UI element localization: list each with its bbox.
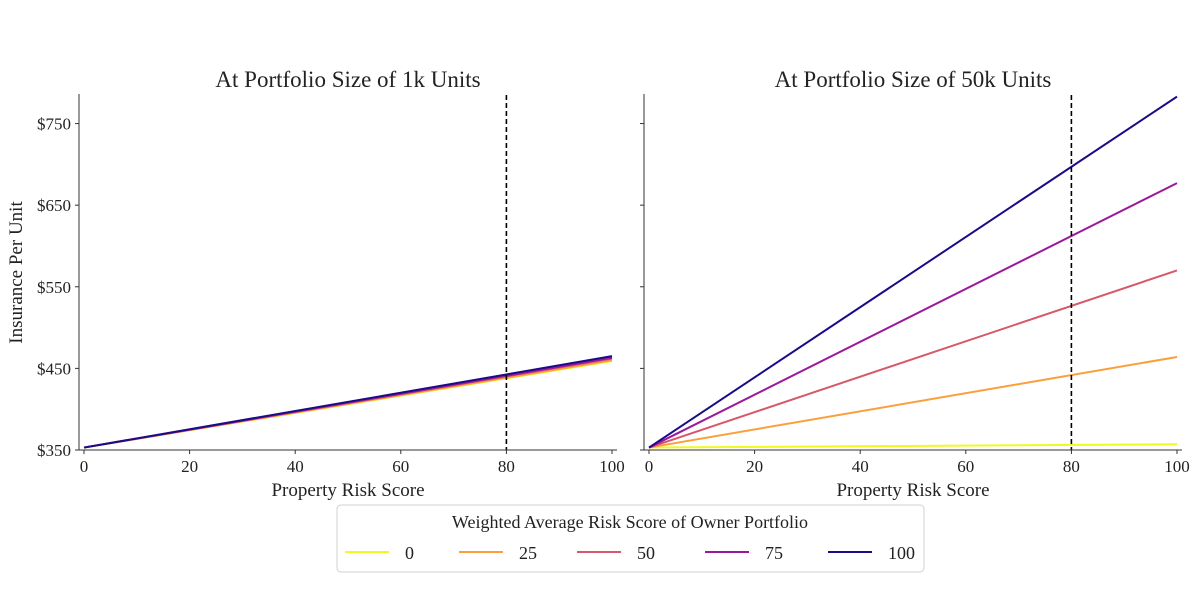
chart-panel-2: At Portfolio Size of 50k Units 0 20 40 60 80 1… xyxy=(640,67,1190,501)
legend-label-50: 50 xyxy=(637,543,655,563)
series-line-100 xyxy=(83,355,613,449)
x-tick-label: 40 xyxy=(287,457,304,476)
legend-label-75: 75 xyxy=(765,543,783,563)
series-line-50 xyxy=(648,269,1178,449)
legend-title: Weighted Average Risk Score of Owner Por… xyxy=(452,512,808,532)
y-axis-label: Insurance Per Unit xyxy=(6,201,27,344)
x-tick-label: 20 xyxy=(181,457,198,476)
x-tick-label: 100 xyxy=(1164,457,1190,476)
x-tick-label: 60 xyxy=(392,457,409,476)
chart-title: At Portfolio Size of 50k Units xyxy=(775,67,1052,92)
chart-panel-1: At Portfolio Size of 1k Units 0 20 40 60 80 10… xyxy=(6,67,625,501)
legend-label-100: 100 xyxy=(888,543,915,563)
series-line-25 xyxy=(648,355,1178,449)
legend-label-0: 0 xyxy=(405,543,414,563)
y-tick-label: $350 xyxy=(37,441,71,460)
x-tick-label: 20 xyxy=(746,457,763,476)
x-tick-label: 0 xyxy=(645,457,654,476)
legend: Weighted Average Risk Score of Owner Por… xyxy=(336,504,925,573)
x-axis-label: Property Risk Score xyxy=(836,480,989,501)
series-line-0 xyxy=(648,443,1178,449)
x-tick-label: 0 xyxy=(80,457,89,476)
x-axis-label: Property Risk Score xyxy=(271,480,424,501)
x-tick-label: 80 xyxy=(1063,457,1080,476)
chart-title: At Portfolio Size of 1k Units xyxy=(215,67,480,92)
x-tick-label: 40 xyxy=(852,457,869,476)
y-tick-label: $550 xyxy=(37,278,71,297)
y-tick-label: $450 xyxy=(37,359,71,378)
x-tick-label: 80 xyxy=(498,457,515,476)
x-tick-label: 60 xyxy=(957,457,974,476)
y-tick-label: $750 xyxy=(37,115,71,134)
legend-box xyxy=(336,504,925,573)
series-line-75 xyxy=(648,182,1178,449)
series-line-100 xyxy=(648,95,1178,449)
legend-label-25: 25 xyxy=(519,543,537,563)
y-tick-label: $650 xyxy=(37,196,71,215)
x-tick-label: 100 xyxy=(599,457,625,476)
